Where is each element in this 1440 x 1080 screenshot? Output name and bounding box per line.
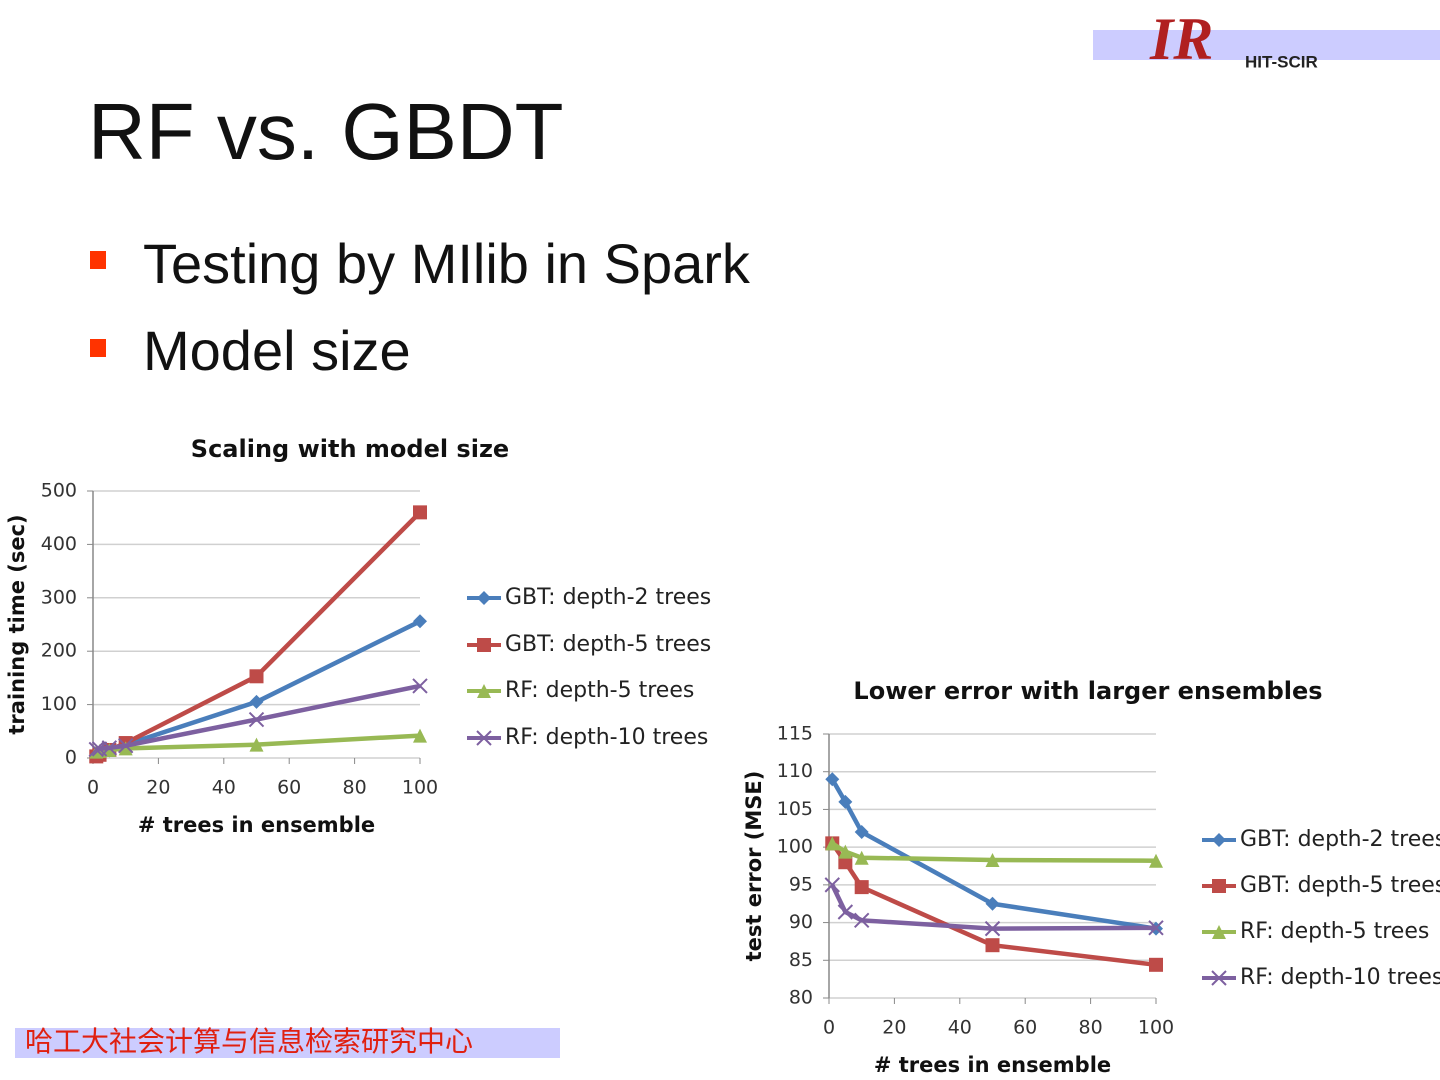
marker [853, 912, 870, 929]
legend-label: GBT: depth-5 trees [505, 632, 711, 657]
y-tick-label: 500 [41, 480, 77, 502]
x-tick-label: 40 [948, 1017, 972, 1039]
x-tick-label: 80 [343, 777, 367, 799]
y-tick-label: 85 [789, 949, 813, 971]
x-tick-label: 20 [146, 777, 170, 799]
x-tick-label: 0 [87, 777, 99, 799]
y-tick-label: 95 [789, 873, 813, 895]
marker [88, 741, 104, 758]
x-tick-label: 60 [1013, 1017, 1037, 1039]
marker [838, 855, 853, 870]
marker [477, 684, 491, 698]
logo-name: HIT-SCIR [1245, 52, 1318, 71]
y-tick-label: 90 [789, 911, 813, 933]
bullet-marker [90, 251, 106, 269]
x-tick-label: 60 [277, 777, 301, 799]
marker [1212, 833, 1226, 847]
marker [477, 591, 491, 605]
marker [854, 880, 869, 895]
y-tick-label: 200 [41, 640, 77, 662]
marker [413, 614, 427, 629]
marker [412, 678, 428, 694]
marker [825, 772, 840, 787]
marker [476, 730, 492, 746]
marker [1148, 920, 1164, 936]
marker [824, 877, 840, 893]
marker [985, 938, 1000, 953]
y-axis-label: test error (MSE) [742, 771, 766, 962]
bullet-text: Testing by MIlib in Spark [143, 232, 751, 295]
marker [854, 850, 869, 865]
x-tick-label: 100 [402, 777, 438, 799]
y-tick-label: 110 [777, 760, 813, 782]
logo-mark: IR [1149, 6, 1213, 72]
marker [413, 728, 427, 743]
marker [985, 852, 1000, 867]
marker [118, 741, 133, 756]
y-tick-label: 105 [777, 798, 813, 820]
chart-title: Lower error with larger ensembles [853, 677, 1322, 705]
legend-label: RF: depth-10 trees [1240, 965, 1440, 990]
legend-label: RF: depth-5 trees [1240, 919, 1429, 944]
marker [1149, 853, 1163, 868]
marker [838, 844, 853, 859]
chart-title: Scaling with model size [191, 435, 509, 463]
legend-label: RF: depth-10 trees [505, 725, 708, 750]
footer-bar [15, 1028, 560, 1058]
y-tick-label: 80 [789, 987, 813, 1009]
legend-label: GBT: depth-2 trees [505, 585, 711, 610]
marker [477, 638, 491, 652]
marker [854, 825, 869, 840]
marker [249, 669, 264, 684]
marker [838, 794, 853, 809]
bullet-marker [90, 339, 106, 357]
marker [249, 737, 264, 752]
bullet-text: Model size [143, 319, 411, 382]
legend-label: RF: depth-5 trees [505, 678, 694, 703]
marker [1149, 957, 1163, 972]
logo-bar [1093, 30, 1440, 60]
marker [1211, 970, 1227, 986]
y-tick-label: 0 [65, 747, 77, 769]
marker [985, 896, 1000, 911]
marker [117, 738, 134, 754]
marker [825, 836, 840, 851]
x-tick-label: 100 [1138, 1017, 1174, 1039]
marker [248, 711, 265, 728]
marker [837, 904, 854, 920]
x-axis-label: # trees in ensemble [138, 813, 375, 837]
marker [984, 920, 1001, 937]
y-tick-label: 300 [41, 586, 77, 608]
slide-title: RF vs. GBDT [88, 87, 564, 176]
x-tick-label: 0 [823, 1017, 835, 1039]
legend-label: GBT: depth-2 trees [1240, 827, 1440, 852]
footer-text: 哈工大社会计算与信息检索研究中心 [25, 1025, 473, 1058]
y-tick-label: 115 [777, 723, 813, 745]
x-tick-label: 80 [1079, 1017, 1103, 1039]
y-tick-label: 100 [41, 693, 77, 715]
marker [101, 740, 118, 756]
marker [413, 505, 427, 520]
marker [1212, 925, 1226, 939]
x-tick-label: 40 [212, 777, 236, 799]
legend-label: GBT: depth-5 trees [1240, 873, 1440, 898]
x-axis-label: # trees in ensemble [874, 1053, 1111, 1077]
marker [1212, 879, 1226, 893]
y-tick-label: 100 [777, 836, 813, 858]
marker [249, 694, 264, 709]
x-tick-label: 20 [882, 1017, 906, 1039]
y-tick-label: 400 [41, 533, 77, 555]
y-axis-label: training time (sec) [5, 514, 29, 734]
